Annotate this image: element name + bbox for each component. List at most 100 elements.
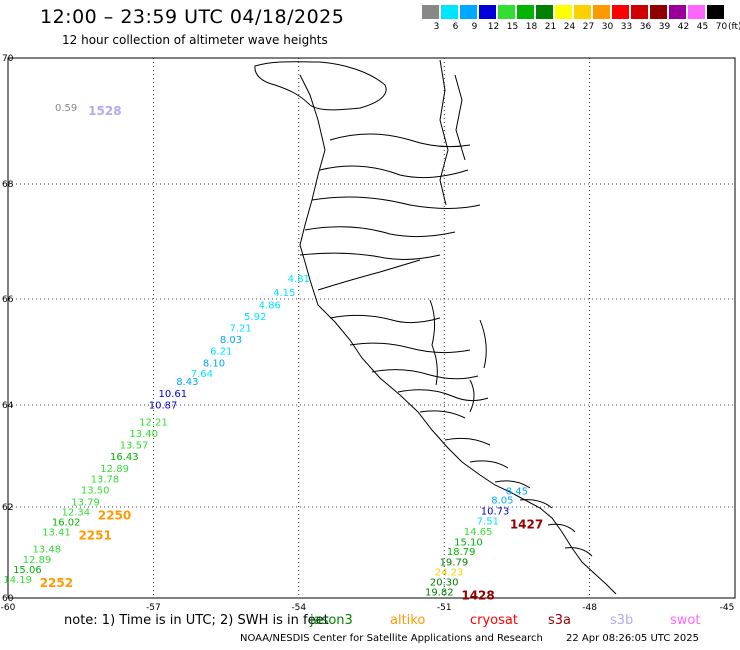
wave-height-value: 7.51 <box>477 517 499 528</box>
colorbar-swatch <box>460 5 477 19</box>
colorbar-swatch <box>574 5 591 19</box>
colorbar-swatch <box>479 5 496 19</box>
colorbar-swatch <box>498 5 515 19</box>
wave-height-value: 12.89 <box>100 464 129 475</box>
wave-height-value: 5.92 <box>244 312 266 323</box>
coastline-segment <box>469 460 509 469</box>
generation-timestamp: 22 Apr 08:26:05 UTC 2025 <box>566 633 699 644</box>
colorbar-swatch <box>441 5 458 19</box>
wave-height-value: 24.23 <box>435 568 464 579</box>
pass-time-label: 1528 <box>88 104 121 118</box>
wave-height-value: 13.41 <box>42 528 71 539</box>
colorbar-swatch <box>650 5 667 19</box>
coastline-segment <box>547 523 576 533</box>
legend-item-swot: swot <box>670 613 701 628</box>
pass-time-label: 2252 <box>40 576 73 590</box>
legend-item-s3b: s3b <box>610 613 634 628</box>
wave-height-value: 19.82 <box>425 588 454 599</box>
wave-height-value: 10.87 <box>149 401 178 412</box>
wave-height-value: 13.78 <box>91 475 120 486</box>
coastline-segment <box>254 61 387 111</box>
colorbar-label: 33 <box>620 22 633 32</box>
pass-time-label: 2250 <box>98 509 131 523</box>
colorbar-label: 42 <box>677 22 690 32</box>
lon-tick-label: -57 <box>146 603 161 613</box>
coastline-segment <box>494 480 531 489</box>
coastline-segment <box>299 74 617 595</box>
wave-height-value: 4.86 <box>259 301 281 312</box>
coastline-segment <box>454 74 466 161</box>
coastline-segment <box>304 226 456 238</box>
wave-height-value: 15.06 <box>13 565 42 576</box>
coastline-segment <box>299 252 441 260</box>
wave-height-value: 4.81 <box>288 274 310 285</box>
wave-height-value: 19.79 <box>440 558 469 569</box>
colorbar-swatch <box>669 5 686 19</box>
coastline-segment <box>397 389 489 402</box>
colorbar-label: 6 <box>452 22 459 32</box>
wave-height-value: 14.65 <box>464 527 493 538</box>
wave-height-value: 10.73 <box>481 506 510 517</box>
coastline-segment <box>419 410 466 419</box>
lon-tick-label: -48 <box>582 603 597 613</box>
colorbar-label: 45 <box>696 22 709 32</box>
map-frame <box>7 57 736 599</box>
wave-height-value: 0.59 <box>55 103 77 114</box>
colorbar-label: 30 <box>601 22 614 32</box>
legend-item-s3a: s3a <box>548 613 572 628</box>
legend-item-jason3: jason3 <box>310 613 353 628</box>
colorbar-swatch <box>536 5 553 19</box>
wave-height-value: 4.15 <box>273 288 295 299</box>
coastline-segment <box>317 259 421 291</box>
wave-height-value: 13.48 <box>32 545 61 556</box>
colorbar-swatch <box>422 5 439 19</box>
wave-height-value: 15.10 <box>454 538 483 549</box>
colorbar-label: 3 <box>433 22 440 32</box>
colorbar-swatch <box>707 5 724 19</box>
wave-height-value: 8.43 <box>176 377 198 388</box>
coastline-segment <box>439 59 449 206</box>
legend-item-altiko: altiko <box>390 613 426 628</box>
coastline-segment <box>349 342 471 354</box>
wave-height-value: 7.64 <box>191 369 213 380</box>
lon-tick-label: -45 <box>720 603 735 613</box>
pass-time-label: 1428 <box>461 589 494 603</box>
wave-height-value: 16.02 <box>52 518 81 529</box>
wave-height-value: 12.21 <box>139 417 168 428</box>
colorbar-label: 24 <box>563 22 576 32</box>
map-subtitle: 12 hour collection of altimeter wave hei… <box>62 33 328 47</box>
wave-height-value: 14.19 <box>3 575 32 586</box>
colorbar-label: 18 <box>525 22 538 32</box>
wave-height-value: 20.30 <box>430 578 459 589</box>
colorbar-swatch <box>555 5 572 19</box>
lat-tick-label: 60 <box>2 594 14 604</box>
colorbar-label: 39 <box>658 22 671 32</box>
coastline-segment <box>329 133 471 148</box>
colorbar-label: 70 <box>715 22 728 32</box>
wave-height-value: 10.61 <box>158 389 187 400</box>
coastline-segment <box>311 196 481 209</box>
colorbar-swatch <box>688 5 705 19</box>
lon-tick-label: -54 <box>291 603 306 613</box>
wave-height-value: 8.45 <box>506 486 528 497</box>
coastline-segment <box>564 547 593 557</box>
wave-height-value: 8.10 <box>203 358 225 369</box>
lat-tick-label: 66 <box>2 295 14 305</box>
wave-height-value: 8.03 <box>220 335 242 346</box>
altimeter-observations: 0.59 1528 4.81 4.15 4.865.927.218.036.218.10… <box>3 103 543 603</box>
wave-height-value: 13.57 <box>120 440 149 451</box>
lat-lon-grid <box>7 57 736 599</box>
wave-height-value: 13.50 <box>81 486 110 497</box>
coastline-segment <box>469 379 475 413</box>
wave-height-value: 16.43 <box>110 452 139 463</box>
coastline-segment <box>319 165 469 179</box>
lat-tick-label: 68 <box>2 180 14 190</box>
wave-height-value: 7.21 <box>230 323 252 334</box>
colorbar-label: 21 <box>544 22 557 32</box>
wave-height-value: 12.34 <box>62 508 91 519</box>
wave-height-value: 8.05 <box>491 495 513 506</box>
colorbar-label: 36 <box>639 22 652 32</box>
colorbar-unit: (ft) <box>728 22 740 32</box>
pass-time-label: 2251 <box>78 529 111 543</box>
